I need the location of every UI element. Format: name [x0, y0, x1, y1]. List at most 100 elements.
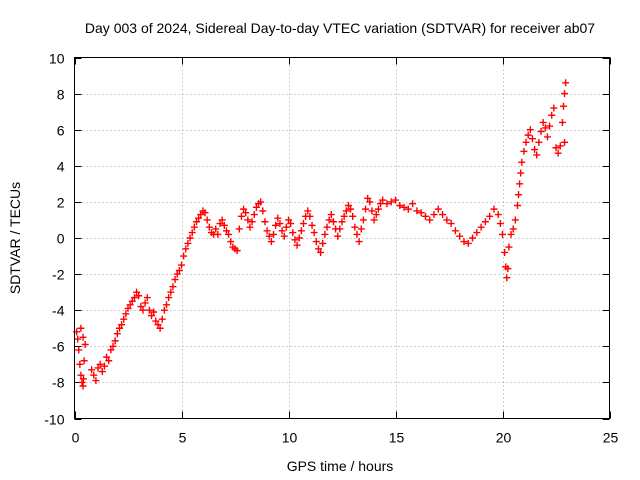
- data-point: [546, 122, 554, 130]
- data-point: [329, 218, 337, 226]
- data-point: [451, 227, 459, 235]
- x-tick-label: 25: [603, 430, 619, 446]
- data-point: [515, 191, 523, 199]
- data-point: [558, 118, 566, 126]
- data-point: [374, 205, 382, 213]
- y-tick-label: 0: [57, 231, 65, 247]
- data-point: [160, 306, 168, 314]
- data-point: [220, 221, 228, 229]
- data-point: [111, 337, 119, 345]
- data-point: [222, 227, 230, 235]
- data-point: [205, 223, 213, 231]
- data-point: [469, 234, 477, 242]
- data-point: [94, 364, 102, 372]
- data-point: [154, 321, 162, 329]
- data-point: [76, 360, 84, 368]
- data-point: [133, 288, 141, 296]
- data-point: [113, 330, 121, 338]
- data-point: [250, 211, 258, 219]
- y-axis-label: SDTVAR / TECUs: [7, 182, 23, 294]
- data-point: [78, 378, 86, 386]
- data-point: [447, 220, 455, 228]
- data-point: [518, 158, 526, 166]
- data-point: [214, 230, 222, 238]
- data-point: [413, 207, 421, 215]
- y-tick-label: -8: [52, 375, 65, 391]
- data-point: [503, 274, 511, 282]
- data-point: [79, 333, 87, 341]
- data-point: [334, 232, 342, 240]
- data-point: [190, 223, 198, 231]
- data-point: [409, 200, 417, 208]
- data-point: [464, 239, 472, 247]
- axis-ticks: [74, 57, 611, 420]
- data-point: [344, 202, 352, 210]
- data-point: [349, 212, 357, 220]
- data-point: [130, 294, 138, 302]
- data-point: [473, 229, 481, 237]
- data-point: [235, 225, 243, 233]
- data-point: [77, 371, 85, 379]
- data-point: [310, 229, 318, 237]
- x-tick-label: 0: [72, 430, 80, 446]
- data-point: [145, 306, 153, 314]
- data-point: [304, 207, 312, 215]
- y-tick-label: -4: [52, 303, 65, 319]
- data-point: [124, 304, 132, 312]
- data-point: [156, 324, 164, 332]
- data-point: [267, 238, 275, 246]
- data-point: [276, 220, 284, 228]
- data-point: [550, 104, 558, 112]
- data-point: [261, 218, 269, 226]
- data-point: [287, 220, 295, 228]
- data-point: [122, 310, 130, 318]
- data-point: [552, 144, 560, 152]
- data-point: [396, 202, 404, 210]
- data-point: [158, 315, 166, 323]
- data-point: [359, 216, 367, 224]
- data-point: [150, 308, 158, 316]
- data-point: [163, 301, 171, 309]
- data-point: [180, 252, 188, 260]
- data-point: [107, 346, 115, 354]
- chart-title: Day 003 of 2024, Sidereal Day-to-day VTE…: [85, 20, 595, 36]
- data-point: [460, 238, 468, 246]
- data-point: [562, 79, 570, 87]
- data-point: [325, 216, 333, 224]
- data-point: [505, 243, 513, 251]
- data-point: [115, 324, 123, 332]
- data-point: [321, 230, 329, 238]
- data-point: [120, 315, 128, 323]
- data-point: [139, 306, 147, 314]
- data-point: [79, 382, 87, 390]
- data-point: [430, 211, 438, 219]
- y-tick-label: -2: [52, 267, 65, 283]
- data-point: [192, 218, 200, 226]
- data-point: [237, 212, 245, 220]
- data-point: [188, 229, 196, 237]
- data-point: [535, 138, 543, 146]
- y-tick-label: 8: [57, 87, 65, 103]
- data-point: [559, 102, 567, 110]
- data-point: [225, 230, 233, 238]
- data-point: [362, 205, 370, 213]
- data-point: [118, 321, 126, 329]
- data-point: [490, 205, 498, 213]
- data-point: [504, 265, 512, 273]
- data-point: [90, 371, 98, 379]
- x-tick-label: 5: [179, 430, 187, 446]
- data-point: [314, 245, 322, 253]
- data-point: [265, 232, 273, 240]
- data-point: [244, 216, 252, 224]
- data-point: [481, 218, 489, 226]
- data-point: [383, 200, 391, 208]
- data-point: [272, 221, 280, 229]
- data-point: [135, 292, 143, 300]
- data-point: [456, 232, 464, 240]
- data-point: [327, 211, 335, 219]
- data-point: [426, 216, 434, 224]
- data-point: [513, 202, 521, 210]
- data-point: [312, 238, 320, 246]
- data-point: [175, 266, 183, 274]
